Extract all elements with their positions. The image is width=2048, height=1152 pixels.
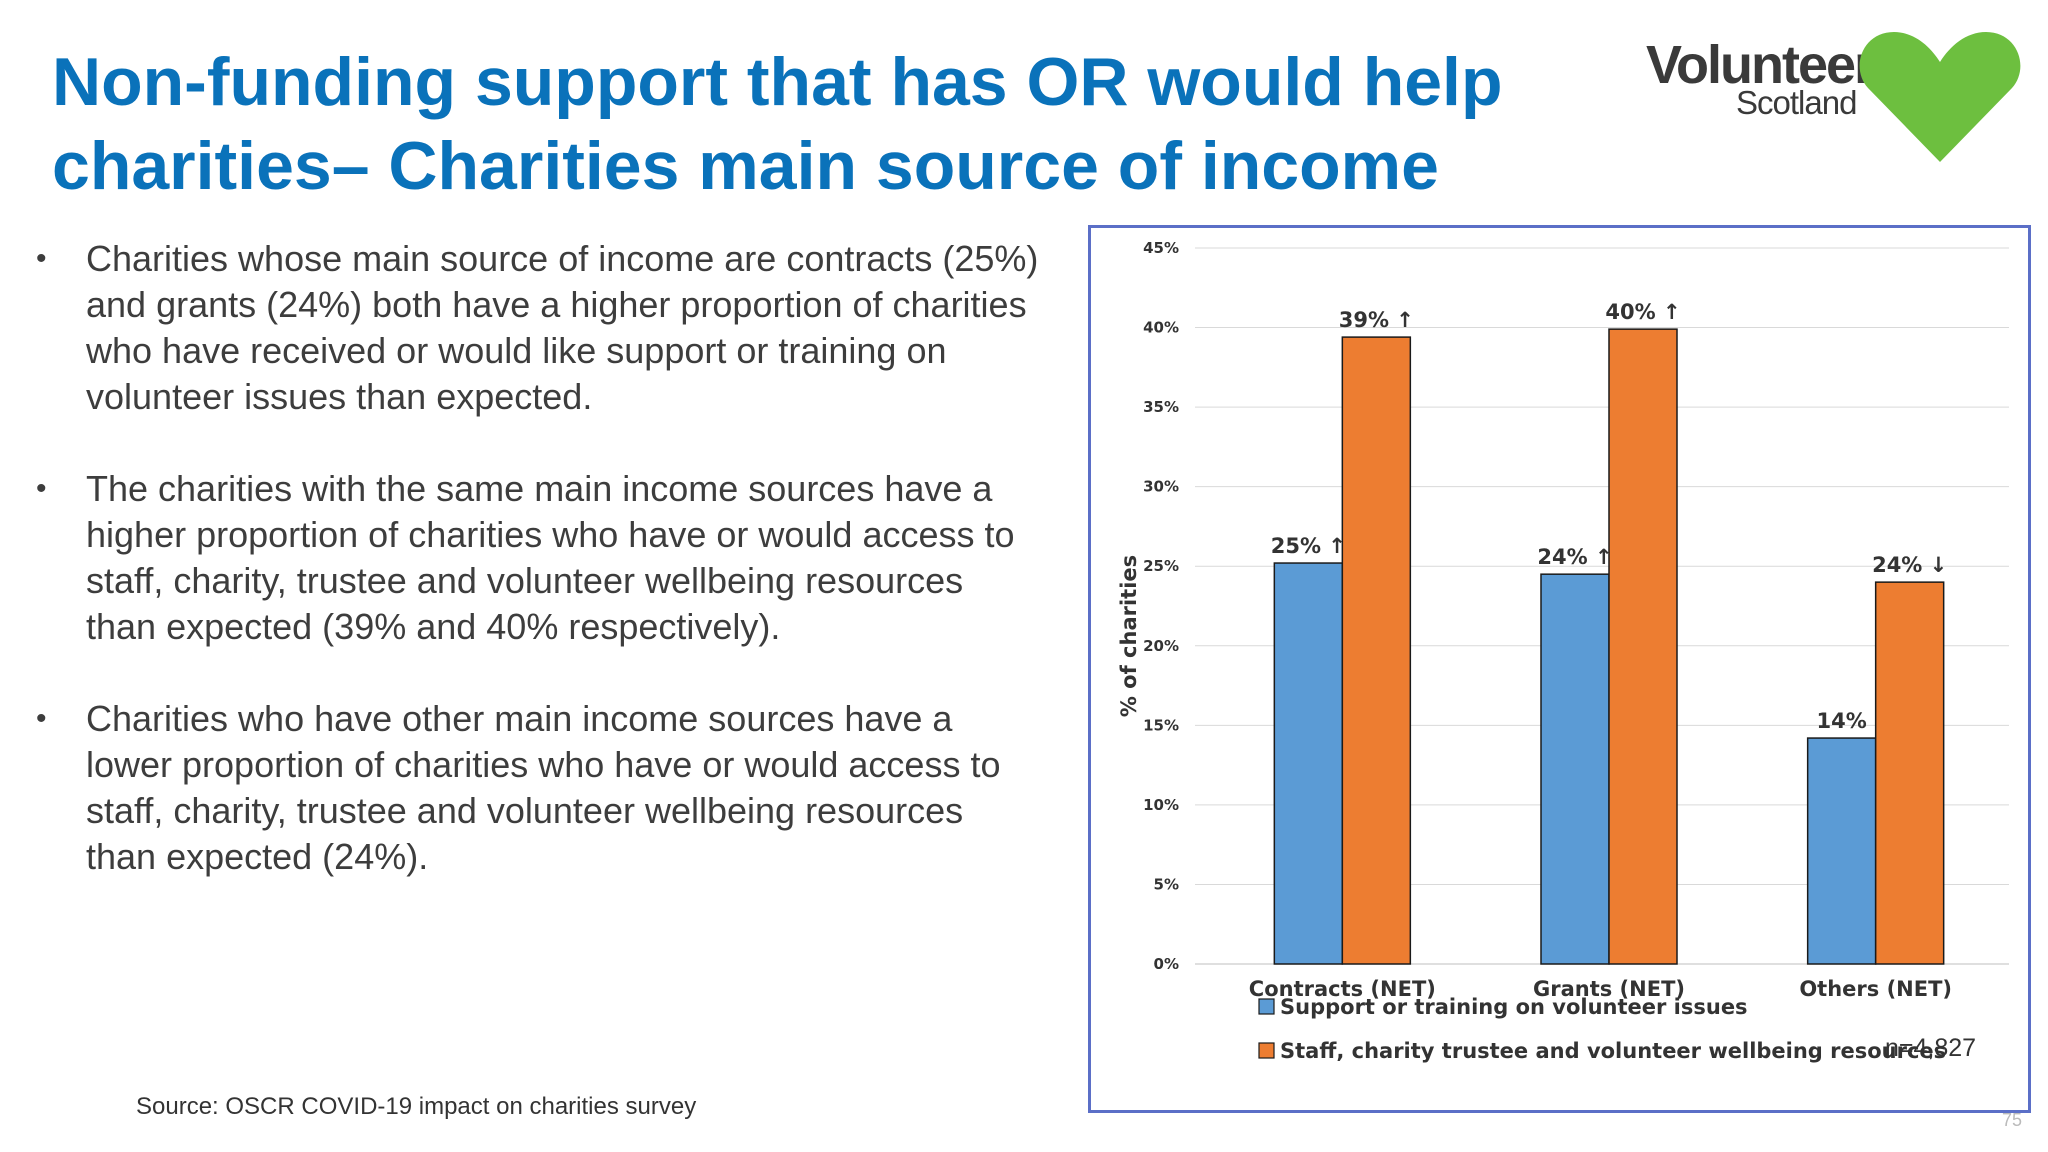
heart-icon [1859,32,2021,162]
y-tick-label: 25% [1143,557,1179,575]
bullet-text: The charities with the same main income … [86,468,1015,647]
y-tick-label: 30% [1143,478,1179,496]
bullet-text: Charities who have other main income sou… [86,698,1001,877]
bar [1806,737,1877,965]
chart-frame: 0% 5% 10% 15% 20% 25% 30% 35% 40% 45% % of chariti… [1088,225,2031,1113]
y-tick-label: 5% [1154,875,1179,893]
page-number: 75 [2002,1110,2023,1130]
bar [1341,336,1412,965]
bullet-item: • Charities who have other main income s… [30,696,1040,880]
bullet-item: • The charities with the same main incom… [30,466,1040,650]
y-tick-label: 10% [1143,796,1179,814]
legend-label: Support or training on volunteer issues [1280,995,1748,1019]
logo-word-scotland: Scotland [1736,84,1857,121]
data-label: 40% ↑ [1605,300,1680,324]
x-category-label: Others (NET) [1799,977,1952,1001]
y-tick-label: 40% [1143,319,1179,337]
bullet-item: • Charities whose main source of income … [30,236,1040,420]
y-tick-label: 20% [1143,637,1179,655]
bar [1874,581,1945,965]
data-label: 39% ↑ [1339,308,1414,332]
bullet-symbol: • [36,702,47,735]
data-label: 24% ↓ [1872,553,1947,577]
bar [1608,328,1678,965]
source-note: Source: OSCR COVID-19 impact on charitie… [136,1093,697,1120]
bar [1540,573,1610,965]
x-category-label: Grants (NET) [1533,977,1685,1001]
bullet-symbol: • [36,242,47,275]
y-tick-label: 15% [1143,716,1179,734]
data-label: 25% ↑ [1271,534,1346,558]
bar-chart: 0% 5% 10% 15% 20% 25% 30% 35% 40% 45% % of chariti… [1117,239,2009,1063]
legend-swatch [1258,998,1275,1015]
legend-swatch [1258,1042,1275,1059]
data-label: 14% [1817,709,1867,733]
slide-title: Non-funding support that has OR would he… [52,44,1503,204]
y-tick-label: 35% [1143,398,1179,416]
y-axis-label: % of charities [1117,555,1141,717]
data-label: 24% ↑ [1537,545,1612,569]
bullet-list: • Charities whose main source of income … [30,236,1040,926]
sample-size-label: n=4,827 [1885,1034,1977,1062]
bar [1273,562,1344,965]
y-tick-label: 0% [1154,955,1179,973]
logo-word-volunteer: Volunteer [1646,35,1875,95]
x-category-label: Contracts (NET) [1249,977,1436,1001]
legend-label: Staff, charity trustee and volunteer wel… [1280,1039,1946,1063]
volunteer-scotland-logo: Volunteer Scotland [1640,30,2030,165]
bullet-text: Charities whose main source of income ar… [86,238,1039,417]
y-tick-label: 45% [1143,239,1179,257]
bullet-symbol: • [36,472,47,505]
